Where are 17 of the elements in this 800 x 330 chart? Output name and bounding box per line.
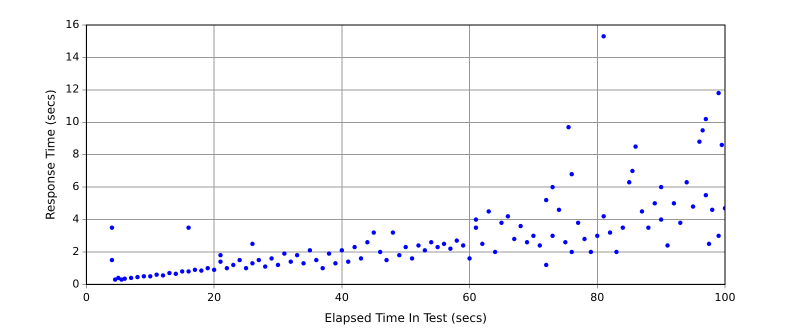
x-tick-label: 80 [590,290,604,304]
x-tick-label: 40 [334,290,349,304]
x-tick-label: 100 [714,290,736,304]
x-tick-label: 0 [82,290,90,304]
y-tick-label: 10 [65,115,80,128]
y-tick-label: 8 [72,148,80,161]
x-axis-title: Elapsed Time In Test (secs) [324,310,487,325]
y-tick-label: 14 [65,50,80,64]
y-tick-label: 6 [72,180,80,193]
y-tick-label: 2 [72,244,80,258]
x-tick-label: 20 [207,290,222,304]
y-tick-label: 4 [72,212,80,226]
y-tick-label: 16 [65,18,80,31]
y-tick-label: 12 [65,82,80,96]
x-tick-label: 60 [462,290,477,304]
y-tick-label: 0 [72,277,80,290]
y-axis-title: Response Time (secs) [43,89,58,220]
